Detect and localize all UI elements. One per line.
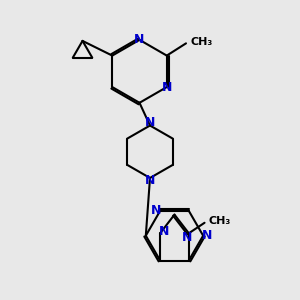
Text: CH₃: CH₃ xyxy=(190,37,212,46)
Text: N: N xyxy=(182,231,192,244)
Text: N: N xyxy=(134,33,145,46)
Text: N: N xyxy=(159,225,169,238)
Text: N: N xyxy=(162,81,172,94)
Text: N: N xyxy=(151,204,161,217)
Text: N: N xyxy=(145,174,155,187)
Text: CH₃: CH₃ xyxy=(208,216,230,226)
Text: N: N xyxy=(202,229,212,242)
Text: N: N xyxy=(145,116,155,129)
